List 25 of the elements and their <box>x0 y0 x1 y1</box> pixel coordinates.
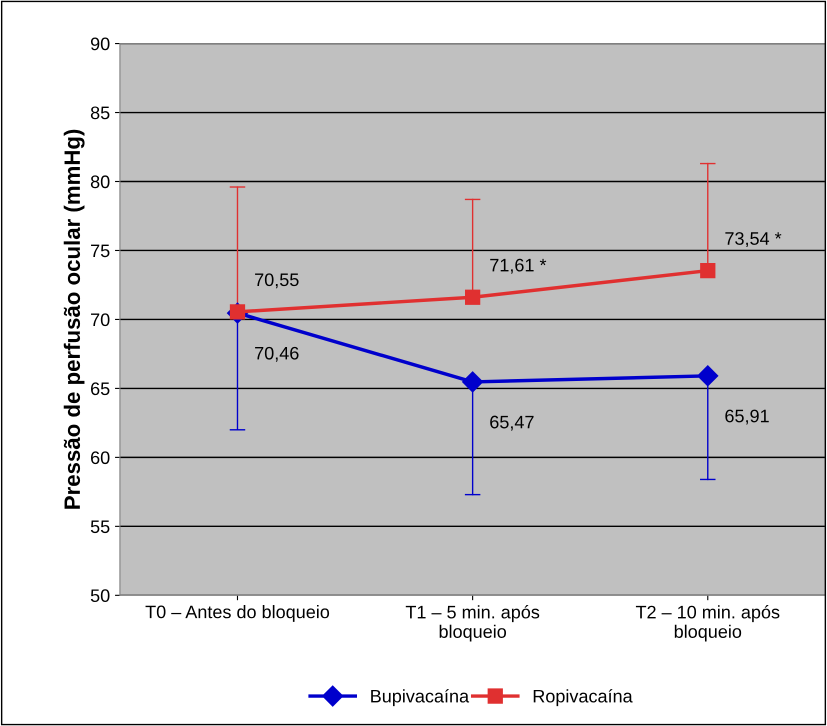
data-label: 65,47 <box>490 416 534 431</box>
data-label: 70,55 <box>255 273 299 288</box>
y-axis-title: Pressão de perfusão ocular (mmHg) <box>64 130 85 509</box>
y-tick-label: 70 <box>91 313 110 326</box>
y-tick-label: 60 <box>91 451 110 464</box>
point <box>464 290 480 305</box>
point <box>697 365 718 386</box>
data-label: 71,61 * <box>490 258 546 274</box>
y-tick-label: 65 <box>91 382 110 396</box>
data-label: 65,91 <box>725 410 769 425</box>
point <box>462 371 484 392</box>
data-label: 70,46 <box>255 346 299 362</box>
data-label: 73,54 * <box>725 232 782 248</box>
point <box>700 262 716 278</box>
y-tick-label: 80 <box>90 175 110 188</box>
y-tick-label: 90 <box>90 37 110 50</box>
y-tick-label: 50 <box>90 589 110 602</box>
y-tick-label: 85 <box>90 106 110 120</box>
legend-label: Bupivacaína <box>371 689 470 706</box>
y-tick-label: 55 <box>90 520 110 534</box>
x-tick-label: T2 – 10 min. após bloqueio <box>636 605 780 642</box>
y-tick-label: 75 <box>91 244 110 258</box>
legend-label: Ropivacaína <box>534 689 633 706</box>
x-tick-label: T0 – Antes do bloqueio <box>146 605 330 622</box>
x-tick-label: T1 – 5 min. após bloqueio <box>406 605 540 642</box>
